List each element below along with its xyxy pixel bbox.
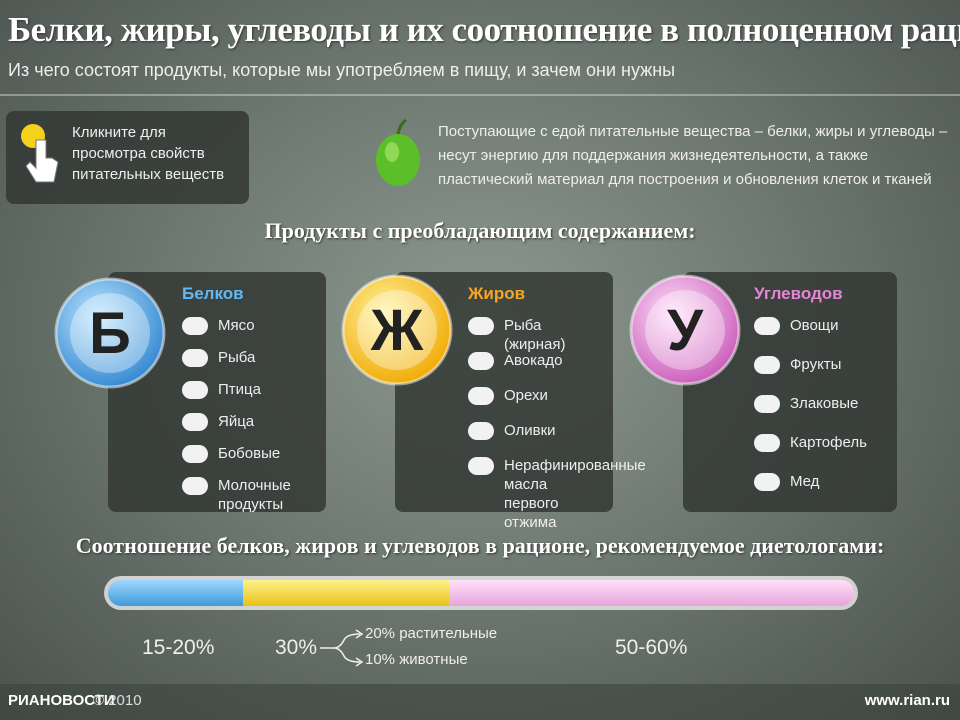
item-text: Орехи (504, 387, 548, 404)
item-text: Бобовые (218, 445, 281, 462)
divider (0, 94, 960, 96)
item-icon (468, 422, 494, 440)
ratio-label: 15-20% (142, 636, 215, 659)
item-icon (182, 477, 208, 495)
letter-badge[interactable]: Б (52, 275, 168, 391)
letter-badge[interactable]: Ж (339, 272, 455, 388)
section-heading: Соотношение белков, жиров и углеводов в … (75, 533, 885, 558)
item-icon (468, 352, 494, 370)
item-text: Картофель (790, 434, 867, 451)
group-title: Белков (182, 284, 244, 303)
ratio-label: 30% (275, 636, 318, 659)
item-text: Птица (218, 381, 261, 398)
item-text: Оливки (504, 422, 556, 439)
ratio-detail: 20% растительные (365, 625, 498, 642)
item-icon (754, 356, 780, 374)
title: Белки, жиры, углеводы и их соотношение в… (8, 10, 960, 49)
item-text: Злаковые (790, 395, 859, 412)
apple-icon (376, 118, 420, 186)
item-text: Фрукты (790, 356, 842, 373)
copyright: © 2010 (93, 692, 142, 709)
item-icon (182, 317, 208, 335)
item-icon (754, 317, 780, 335)
letter: У (667, 298, 704, 363)
section-heading: Продукты с преобладающим содержанием: (264, 218, 696, 243)
footer (0, 684, 960, 720)
item-icon (468, 387, 494, 405)
group-title: Углеводов (754, 284, 843, 303)
item-icon (468, 317, 494, 335)
split-arrow (320, 629, 364, 667)
letter: Б (89, 301, 131, 366)
hint-text: Кликните для просмотра свойств питательн… (72, 124, 225, 183)
item-text: Мясо (218, 317, 255, 334)
item-icon (182, 413, 208, 431)
item-icon (182, 445, 208, 463)
item-text: Рыба (218, 349, 256, 366)
site-url[interactable]: www.rian.ru (864, 692, 950, 709)
ratio-detail: 10% животные (365, 651, 468, 668)
item-text: Мед (790, 473, 820, 490)
ratio-label: 50-60% (615, 636, 688, 659)
brand: РИАНОВОСТИ (8, 692, 115, 709)
letter-badge[interactable]: У (627, 272, 743, 388)
item-icon (182, 381, 208, 399)
item-icon (754, 395, 780, 413)
item-text: Яйца (218, 413, 255, 430)
item-icon (754, 434, 780, 452)
subtitle: Из чего состоят продукты, которые мы упо… (8, 60, 676, 80)
letter: Ж (370, 298, 424, 363)
item-icon (182, 349, 208, 367)
pointer-icon (21, 124, 59, 183)
ratio-bar (104, 576, 858, 610)
item-text: Авокадо (504, 352, 563, 369)
item-icon (754, 473, 780, 491)
item-icon (468, 457, 494, 475)
intro-text: Поступающие с едой питательные вещества … (438, 123, 948, 188)
group-title: Жиров (468, 284, 526, 303)
item-text: Молочные продукты (218, 477, 291, 513)
item-text: Рыба (жирная) (504, 317, 566, 353)
item-text: Овощи (790, 317, 839, 334)
item-text: Нерафинированные масла первого отжима (504, 457, 646, 531)
